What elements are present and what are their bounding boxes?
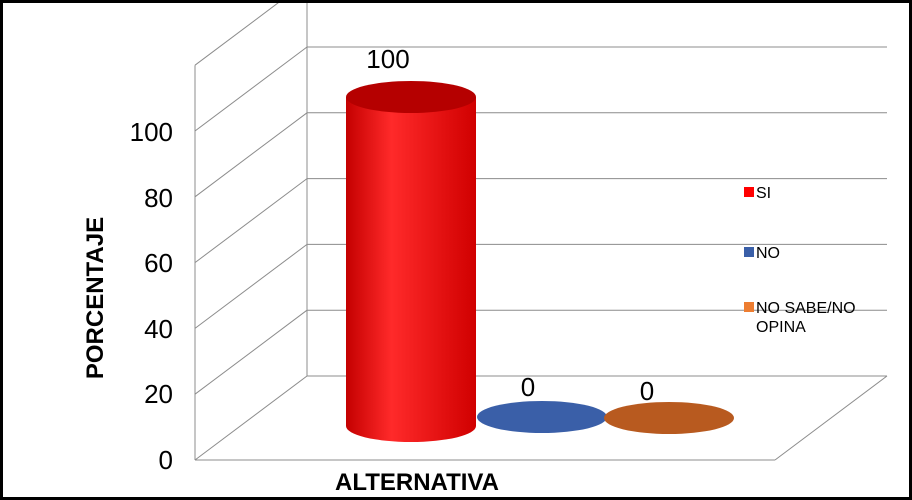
gridline-side	[194, 3, 279, 66]
legend: SI NO NO SABE/NO OPINA	[744, 185, 860, 336]
legend-label-si: SI	[756, 185, 771, 202]
gridline-side	[194, 46, 308, 132]
chart-bars	[346, 81, 734, 442]
y-tick-label: 40	[144, 314, 173, 344]
data-labels: 100 0 0	[366, 44, 654, 406]
y-axis-title: PORCENTAJE	[82, 217, 109, 379]
bar-body	[346, 97, 476, 442]
floor-right-edge	[774, 375, 888, 461]
data-label-no-sabe: 0	[640, 376, 654, 406]
legend-label-no-sabe: NO SABE/NO OPINA	[756, 300, 860, 336]
gridline-side	[194, 112, 308, 198]
y-tick-labels: 0 20 40 60 80 100	[130, 117, 173, 475]
legend-swatch-si	[744, 187, 754, 197]
y-tick-label: 60	[144, 248, 173, 278]
gridline-side	[194, 309, 308, 395]
chart-grid	[194, 3, 888, 461]
legend-swatch-no-sabe	[744, 302, 754, 312]
gridline-side	[194, 243, 308, 329]
legend-label-no: NO	[756, 245, 780, 262]
bar-disc	[604, 402, 734, 434]
gridline-side	[194, 375, 308, 461]
bar-top	[346, 81, 476, 113]
data-label-si: 100	[366, 44, 409, 74]
y-tick-label: 20	[144, 379, 173, 409]
chart-canvas: 0 20 40 60 80 100 100 0 0 PORCENTAJE ALT…	[82, 3, 888, 496]
y-tick-label: 0	[159, 445, 173, 475]
y-tick-label: 100	[130, 117, 173, 147]
gridline-side	[194, 178, 308, 264]
legend-swatch-no	[744, 247, 754, 257]
bar-disc	[477, 401, 607, 433]
data-label-no: 0	[521, 372, 535, 402]
x-axis-title: ALTERNATIVA	[335, 469, 499, 496]
y-tick-label: 80	[144, 183, 173, 213]
